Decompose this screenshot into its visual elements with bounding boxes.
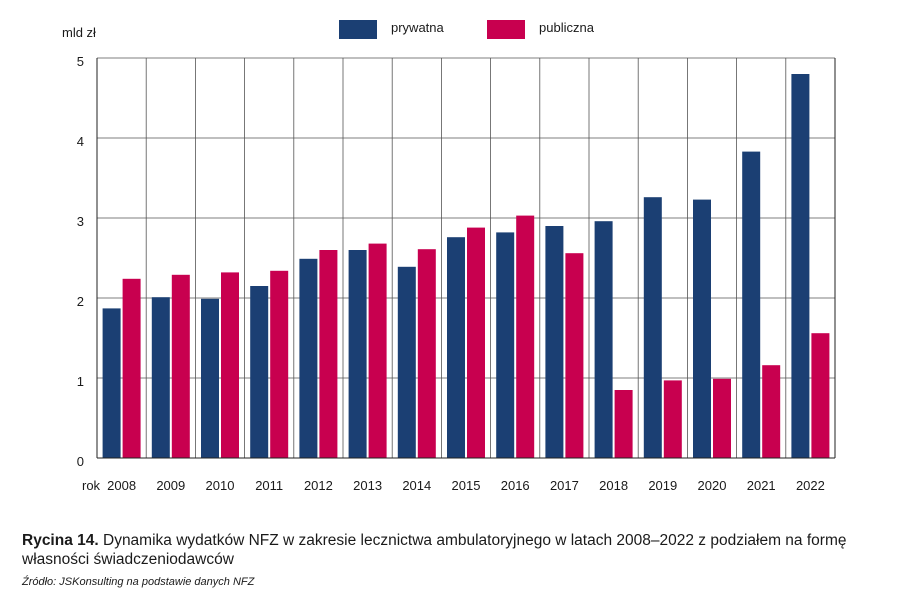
bar-publiczna-2021 — [762, 365, 781, 458]
bar-publiczna-2010 — [221, 272, 239, 458]
bar-prywatna-2022 — [791, 74, 810, 458]
bar-publiczna-2015 — [467, 227, 485, 458]
x-tick-label: 2010 — [206, 478, 235, 493]
x-tick-label: 2008 — [107, 478, 136, 493]
bar-prywatna-2011 — [250, 286, 269, 458]
bar-chart: prywatna publiczna mld zł 0 1 2 3 4 5 2008 2009… — [62, 20, 836, 493]
legend-swatch-prywatna — [339, 20, 377, 39]
y-tick-label: 2 — [77, 294, 84, 309]
figure-caption: Rycina 14. Dynamika wydatków NFZ w zakre… — [22, 531, 892, 569]
x-tick-labels: 2008 2009 2010 2011 2012 2013 2014 2015 2016 2017… — [107, 478, 825, 493]
bar-publiczna-2009 — [171, 274, 190, 458]
x-tick-label: 2021 — [747, 478, 776, 493]
legend-swatch-publiczna — [487, 20, 525, 39]
figure-source: Źródło: JSKonsulting na podstawie danych… — [22, 576, 255, 588]
legend: prywatna publiczna — [339, 20, 595, 39]
x-tick-label: 2011 — [255, 478, 283, 493]
bar-publiczna-2013 — [368, 243, 387, 458]
bar-publiczna-2014 — [417, 249, 436, 458]
x-tick-label: 2020 — [698, 478, 727, 493]
bar-publiczna-2020 — [713, 378, 731, 458]
x-tick-label: 2016 — [501, 478, 530, 493]
bar-prywatna-2013 — [348, 250, 367, 458]
y-tick-label: 1 — [77, 374, 84, 389]
bar-prywatna-2015 — [447, 237, 465, 458]
bar-publiczna-2011 — [270, 270, 289, 458]
bar-prywatna-2010 — [201, 298, 219, 458]
bars — [102, 74, 830, 458]
x-tick-label: 2019 — [648, 478, 677, 493]
bar-publiczna-2022 — [811, 333, 830, 458]
bar-prywatna-2020 — [693, 199, 711, 458]
y-tick-label: 0 — [77, 454, 84, 469]
caption-text: Dynamika wydatków NFZ w zakresie lecznic… — [22, 532, 847, 568]
axes — [96, 58, 836, 459]
x-tick-label: 2013 — [353, 478, 382, 493]
bar-publiczna-2018 — [614, 390, 633, 458]
y-axis-label: mld zł — [62, 25, 96, 40]
x-tick-label: 2022 — [796, 478, 825, 493]
x-axis-label: rok — [82, 478, 101, 493]
x-tick-label: 2017 — [550, 478, 579, 493]
bar-prywatna-2008 — [102, 308, 121, 458]
bar-publiczna-2019 — [663, 380, 682, 458]
y-tick-label: 3 — [77, 214, 84, 229]
y-tick-labels: 0 1 2 3 4 5 — [77, 54, 84, 469]
x-tick-label: 2018 — [599, 478, 628, 493]
legend-label-prywatna: prywatna — [391, 20, 445, 35]
bar-prywatna-2021 — [742, 151, 761, 458]
bar-prywatna-2012 — [299, 258, 318, 458]
bar-prywatna-2017 — [545, 226, 564, 458]
x-tick-label: 2009 — [156, 478, 185, 493]
bar-publiczna-2008 — [122, 278, 141, 458]
x-tick-label: 2015 — [452, 478, 481, 493]
bar-prywatna-2018 — [594, 221, 613, 458]
bar-prywatna-2019 — [643, 197, 662, 458]
bar-publiczna-2016 — [516, 215, 535, 458]
y-tick-label: 4 — [77, 134, 84, 149]
caption-label: Rycina 14. — [22, 532, 99, 549]
bar-prywatna-2014 — [397, 266, 416, 458]
x-tick-label: 2012 — [304, 478, 333, 493]
gridlines — [97, 57, 835, 458]
bar-prywatna-2009 — [151, 297, 170, 458]
legend-label-publiczna: publiczna — [539, 20, 595, 35]
y-tick-label: 5 — [77, 54, 84, 69]
bar-prywatna-2016 — [496, 232, 515, 458]
x-tick-label: 2014 — [402, 478, 431, 493]
bar-publiczna-2012 — [319, 250, 338, 458]
bar-publiczna-2017 — [565, 253, 584, 458]
